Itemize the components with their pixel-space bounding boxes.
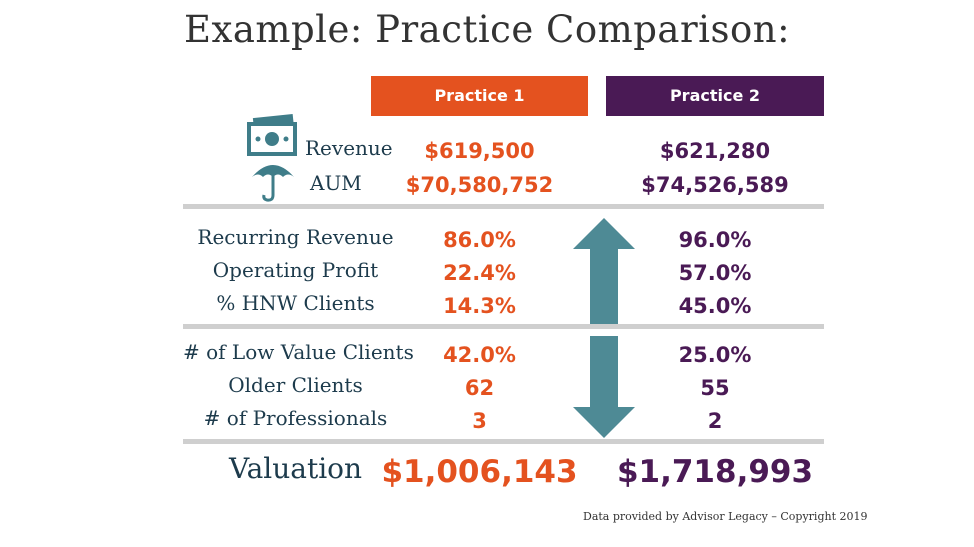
- up-arrow-icon: [573, 218, 635, 326]
- revenue-practice-1: $619,500: [424, 139, 535, 163]
- separator-1: [183, 204, 824, 209]
- operating-profit-practice-1: 22.4%: [443, 261, 516, 285]
- revenue-label: Revenue: [305, 136, 393, 160]
- hnw-clients-practice-1: 14.3%: [443, 294, 516, 318]
- recurring-revenue-practice-2: 96.0%: [678, 228, 752, 252]
- valuation-label: Valuation: [228, 452, 363, 485]
- footer-credit: Data provided by Advisor Legacy – Copyri…: [583, 510, 868, 523]
- down-arrow-icon: [573, 336, 635, 438]
- operating-profit-practice-2: 57.0%: [678, 261, 752, 285]
- aum-label: AUM: [310, 171, 362, 195]
- hnw-clients-practice-2: 45.0%: [678, 294, 752, 318]
- professionals-practice-2: 2: [707, 409, 723, 433]
- low-value-clients-practice-1: 42.0%: [443, 343, 516, 367]
- low-value-clients-practice-2: 25.0%: [678, 343, 752, 367]
- money-icon: [247, 113, 297, 156]
- practice-2-header: Practice 2: [606, 76, 824, 116]
- practice-1-header: Practice 1: [371, 76, 588, 116]
- separator-2: [183, 324, 824, 329]
- aum-practice-2: $74,526,589: [641, 173, 789, 197]
- recurring-revenue-practice-1: 86.0%: [443, 228, 516, 252]
- professionals-practice-1: 3: [472, 409, 487, 433]
- umbrella-icon: [252, 165, 294, 202]
- low-value-clients-label: # of Low Value Clients: [183, 340, 414, 364]
- revenue-practice-2: $621,280: [659, 139, 771, 163]
- operating-profit-label: Operating Profit: [212, 258, 379, 282]
- older-clients-label: Older Clients: [228, 373, 363, 397]
- hnw-clients-label: % HNW Clients: [216, 291, 375, 315]
- valuation-practice-1: $1,006,143: [381, 454, 578, 490]
- page-title: Example: Practice Comparison:: [183, 8, 791, 51]
- older-clients-practice-1: 62: [464, 376, 495, 400]
- aum-practice-1: $70,580,752: [405, 173, 554, 197]
- professionals-label: # of Professionals: [203, 406, 388, 430]
- valuation-practice-2: $1,718,993: [616, 454, 814, 490]
- recurring-revenue-label: Recurring Revenue: [197, 225, 394, 249]
- separator-3: [183, 439, 824, 444]
- older-clients-practice-2: 55: [700, 376, 730, 400]
